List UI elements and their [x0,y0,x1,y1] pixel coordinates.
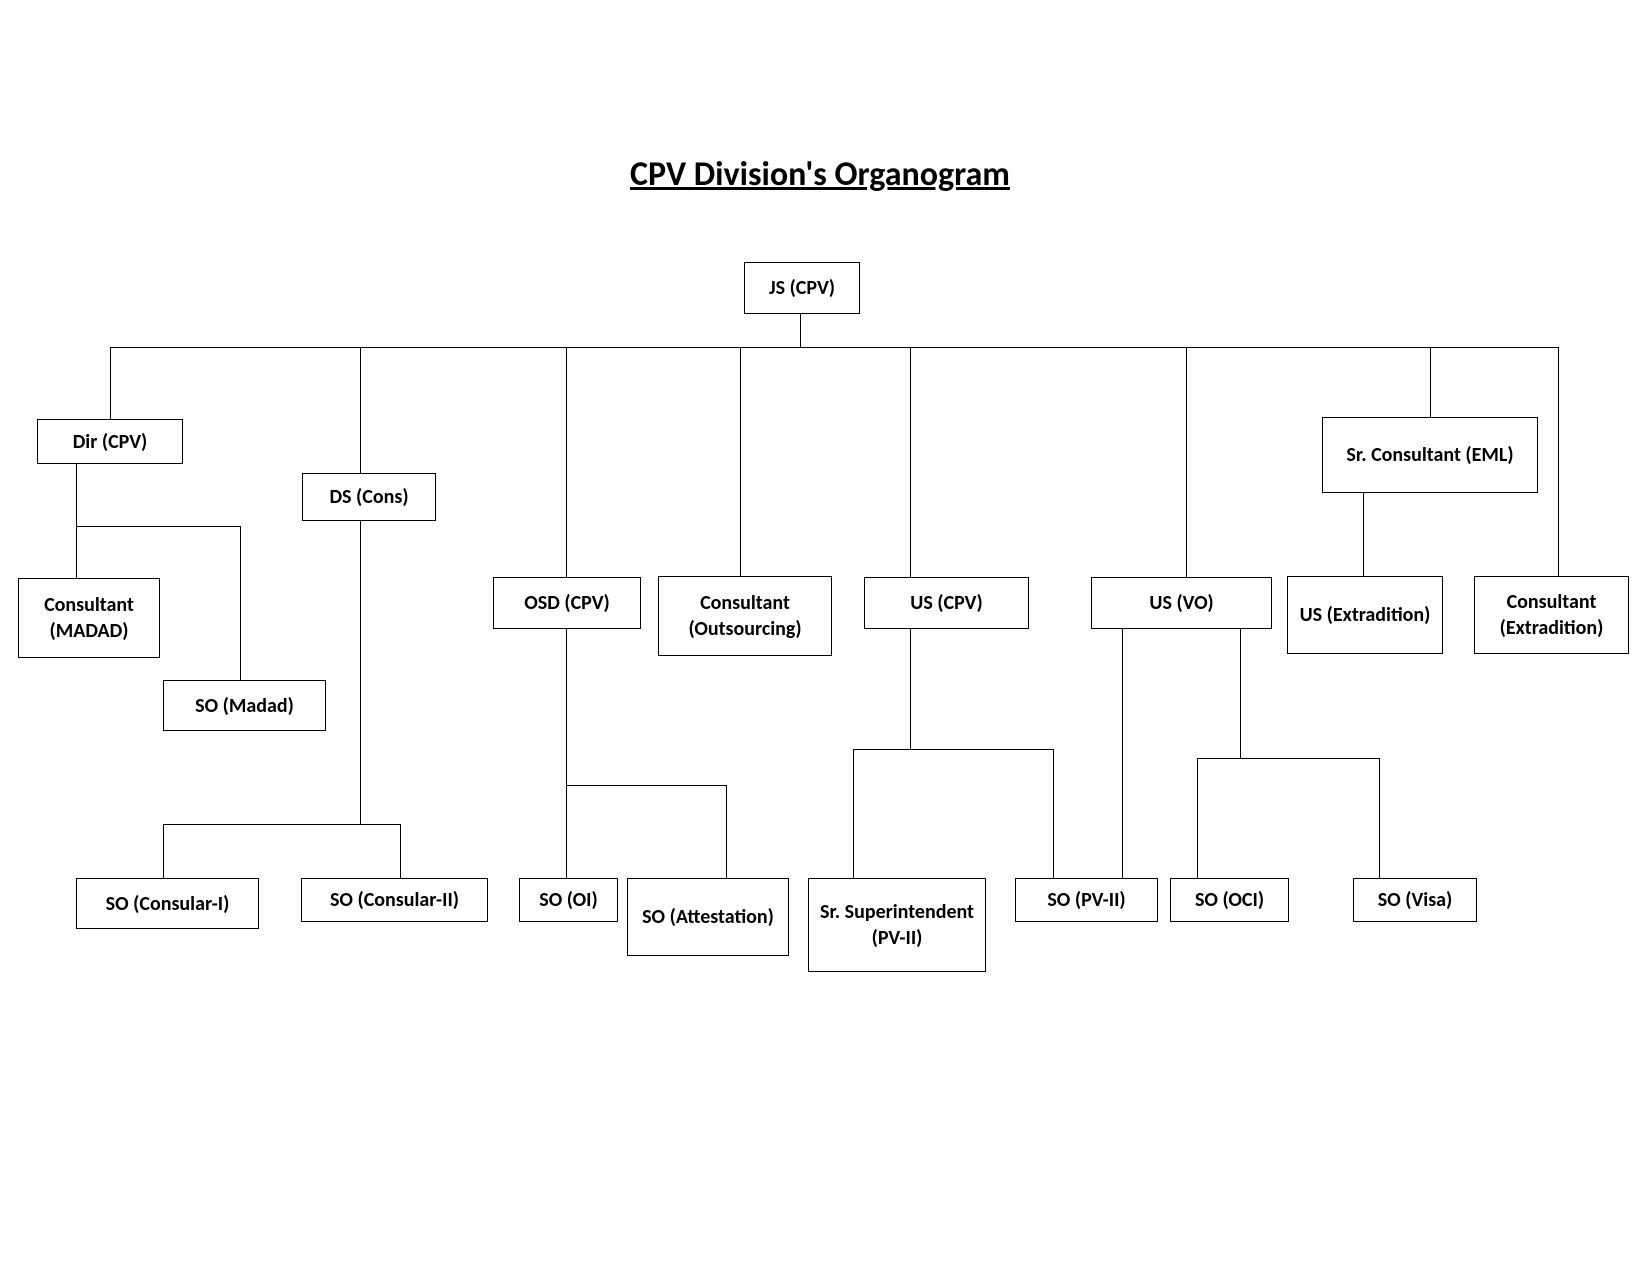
connector-line [110,347,1558,348]
org-node-root: JS (CPV) [744,262,860,314]
connector-line [1430,347,1431,417]
connector-line [110,347,111,419]
connector-line [1053,749,1054,878]
page-title: CPV Division's Organogram [564,154,1076,195]
org-node-cons_mad: Consultant (MADAD) [18,578,160,658]
connector-line [240,526,241,680]
connector-line [566,785,567,878]
connector-line [726,785,727,878]
org-node-so_madad: SO (Madad) [163,680,326,731]
connector-line [1186,347,1187,577]
connector-line [853,749,1053,750]
connector-line [76,464,77,526]
org-node-so_oi: SO (OI) [519,878,618,922]
connector-line [1558,347,1559,576]
connector-line [1197,758,1198,878]
connector-line [566,785,726,786]
org-node-ds: DS (Cons) [302,473,436,521]
org-node-dir: Dir (CPV) [37,419,183,464]
connector-line [853,749,854,878]
org-node-us_cpv: US (CPV) [864,577,1029,629]
org-node-cons_ext: Consultant (Extradition) [1474,576,1629,654]
connector-line [910,347,911,577]
connector-line [740,347,741,576]
connector-line [910,629,911,749]
org-node-osd: OSD (CPV) [493,577,641,629]
org-node-so_pv2: SO (PV-II) [1015,878,1158,922]
connector-line [76,526,77,578]
connector-line [1240,629,1241,758]
org-node-sr_eml: Sr. Consultant (EML) [1322,417,1538,493]
org-node-us_vo: US (VO) [1091,577,1272,629]
connector-line [1197,758,1379,759]
connector-line [1122,629,1123,878]
org-node-so_oci: SO (OCI) [1170,878,1289,922]
connector-line [566,347,567,577]
connector-line [566,629,567,785]
connector-line [800,314,801,347]
org-node-so_visa: SO (Visa) [1353,878,1477,922]
connector-line [163,824,401,825]
connector-line [360,347,361,473]
connector-line [400,824,401,878]
org-node-so_att: SO (Attestation) [627,878,789,956]
connector-line [1363,493,1364,576]
connector-line [76,526,240,527]
org-node-so_c1: SO (Consular-I) [76,878,259,929]
org-node-us_ext: US (Extradition) [1287,576,1443,654]
connector-line [1379,758,1380,878]
org-node-cons_out: Consultant (Outsourcing) [658,576,832,656]
org-node-so_c2: SO (Consular-II) [301,878,488,922]
connector-line [163,824,164,878]
connector-line [360,521,361,824]
org-node-sr_sup: Sr. Superintendent (PV-II) [808,878,986,972]
